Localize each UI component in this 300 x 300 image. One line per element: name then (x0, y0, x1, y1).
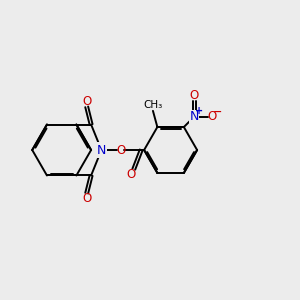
Text: O: O (82, 192, 91, 205)
Text: O: O (82, 95, 91, 108)
Text: N: N (97, 143, 106, 157)
Text: +: + (195, 106, 203, 116)
Text: N: N (190, 110, 199, 123)
Text: CH₃: CH₃ (143, 100, 163, 110)
Text: O: O (207, 110, 217, 123)
Text: −: − (212, 106, 222, 116)
Text: O: O (116, 143, 125, 157)
Text: O: O (126, 168, 136, 181)
Text: O: O (190, 89, 199, 102)
